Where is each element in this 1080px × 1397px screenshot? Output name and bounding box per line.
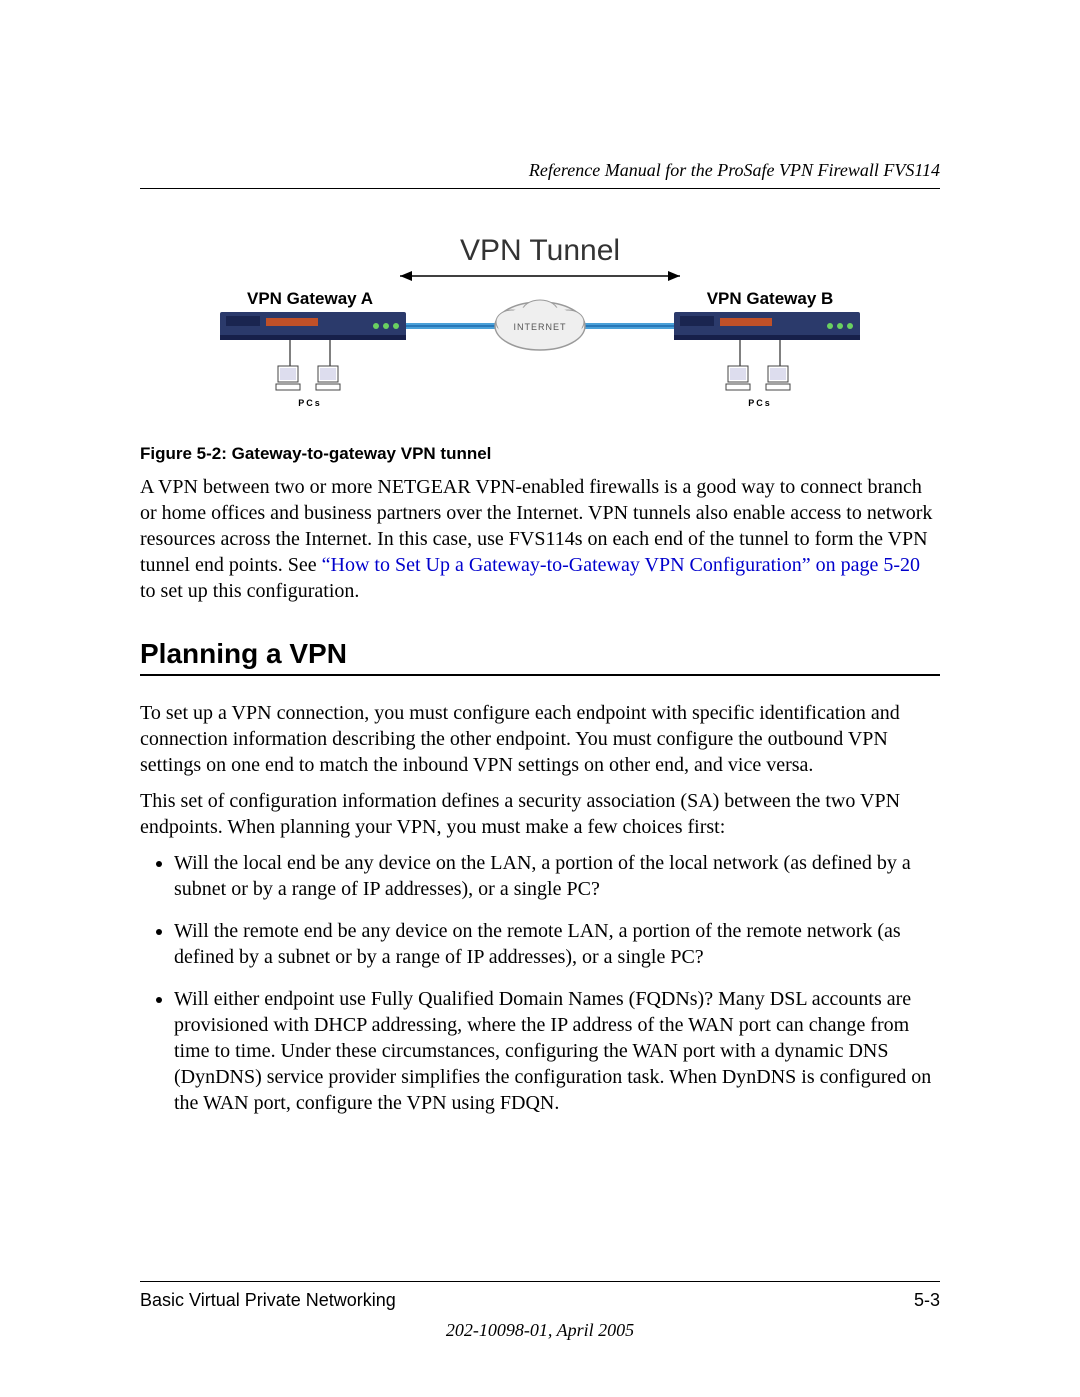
pcs-b-label: PCs <box>748 398 772 408</box>
internet-cloud-icon: INTERNET <box>495 300 585 350</box>
figure-caption: Figure 5-2: Gateway-to-gateway VPN tunne… <box>140 444 940 464</box>
footer-center: 202-10098-01, April 2005 <box>0 1320 1080 1341</box>
footer-left: Basic Virtual Private Networking <box>140 1290 396 1311</box>
paragraph-2: To set up a VPN connection, you must con… <box>140 700 940 778</box>
router-b-icon <box>674 312 860 340</box>
internet-label: INTERNET <box>514 322 567 332</box>
section-rule <box>140 674 940 676</box>
pcs-a-label: PCs <box>298 398 322 408</box>
gateway-b-label: VPN Gateway B <box>707 289 834 308</box>
paragraph-3: This set of configuration information de… <box>140 788 940 840</box>
page: Reference Manual for the ProSafe VPN Fir… <box>0 0 1080 1397</box>
footer-rule <box>140 1281 940 1282</box>
figure-5-2: VPN Tunnel VPN Gateway A VPN Gateway B <box>140 230 940 464</box>
gateway-a-label: VPN Gateway A <box>247 289 373 308</box>
list-item: Will the remote end be any device on the… <box>174 918 940 970</box>
router-a-icon <box>220 312 406 340</box>
pcs-a-icon <box>276 366 340 390</box>
p1-text-b: to set up this configuration. <box>140 580 359 602</box>
bullet-list: Will the local end be any device on the … <box>140 850 940 1116</box>
list-item: Will either endpoint use Fully Qualified… <box>174 986 940 1116</box>
section-heading: Planning a VPN <box>140 638 940 670</box>
list-item: Will the local end be any device on the … <box>174 850 940 902</box>
diagram-title: VPN Tunnel <box>460 234 620 267</box>
paragraph-1: A VPN between two or more NETGEAR VPN-en… <box>140 474 940 604</box>
header-rule <box>140 188 940 189</box>
vpn-tunnel-diagram: VPN Tunnel VPN Gateway A VPN Gateway B <box>200 230 880 430</box>
xref-link[interactable]: “How to Set Up a Gateway-to-Gateway VPN … <box>322 554 920 576</box>
footer-right: 5-3 <box>914 1290 940 1311</box>
running-header: Reference Manual for the ProSafe VPN Fir… <box>529 160 940 181</box>
pcs-b-icon <box>726 366 790 390</box>
